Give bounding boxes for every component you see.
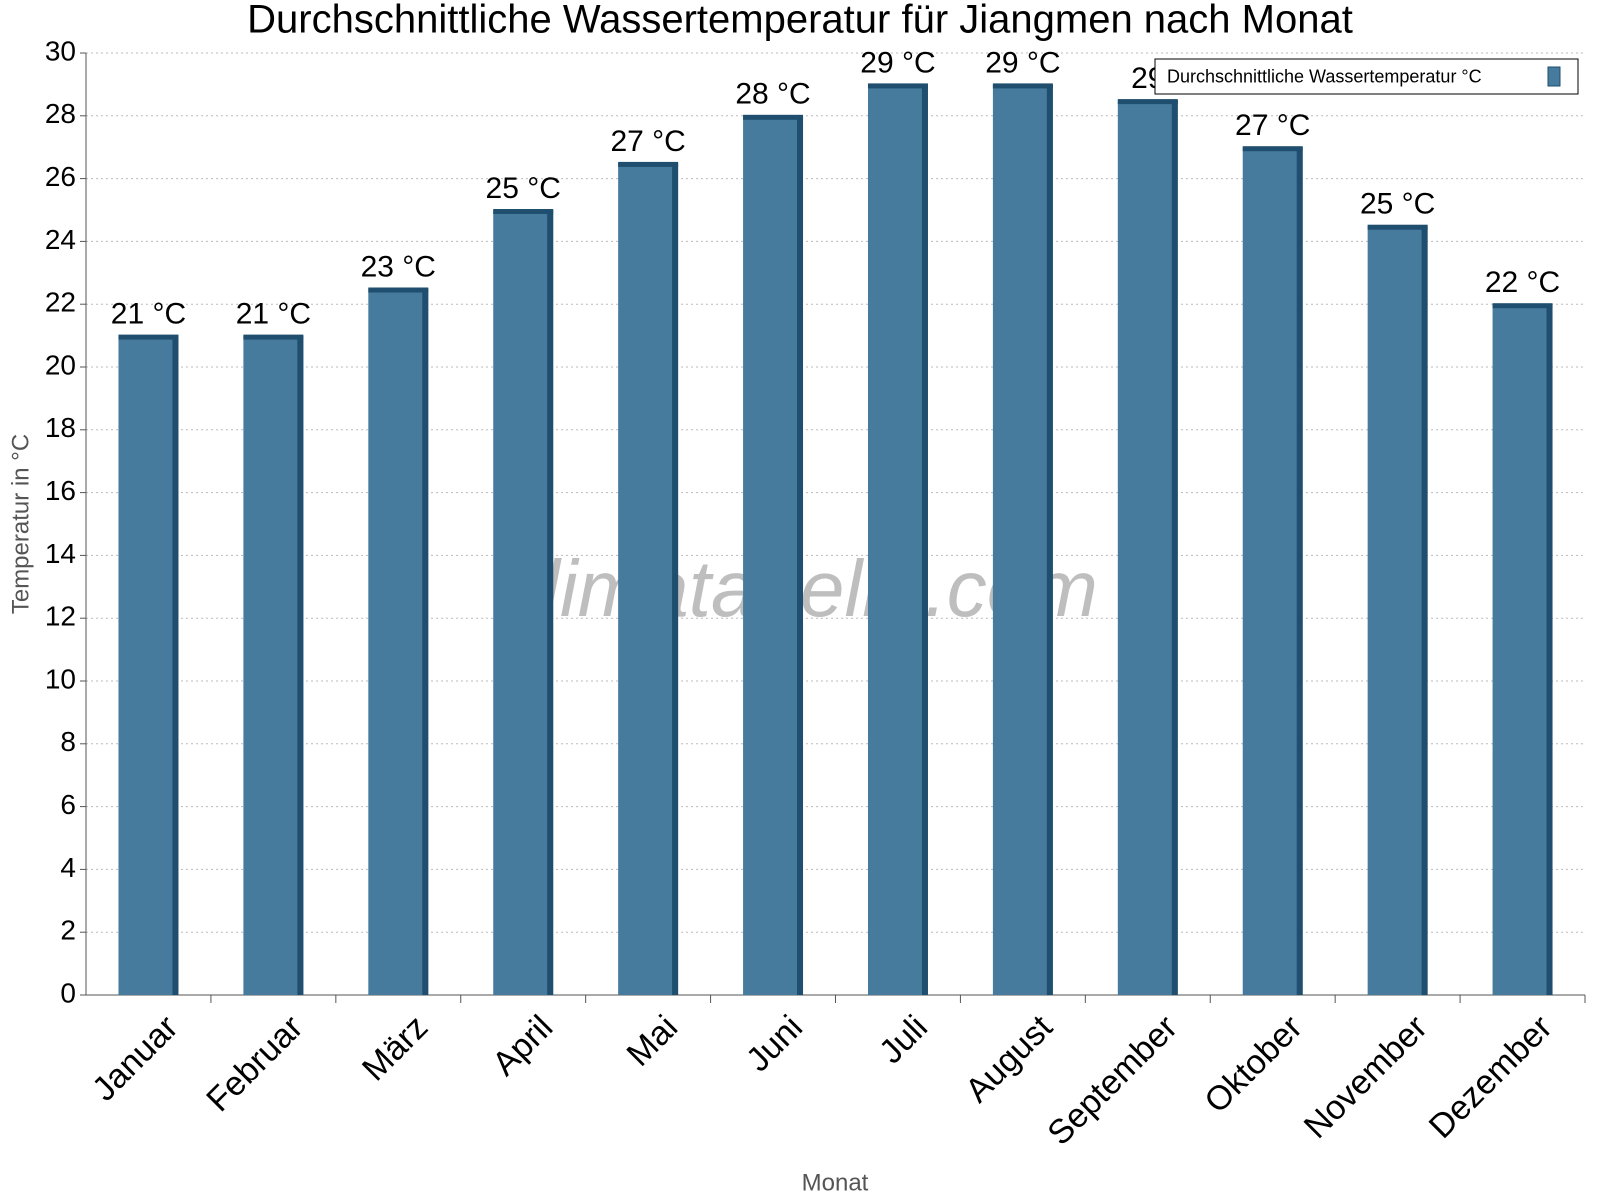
bar-shade (992, 83, 1053, 89)
x-tick-label: Oktober (1197, 1008, 1309, 1120)
bar-shade (672, 162, 679, 995)
value-label: 27 °C (1235, 109, 1310, 142)
bar (118, 335, 179, 996)
bar-shade (243, 334, 304, 340)
bar (1367, 225, 1428, 995)
y-tick-label: 0 (60, 977, 76, 1008)
bar-shade (422, 288, 429, 995)
bar-shade (743, 114, 804, 120)
bar-shade (1492, 303, 1553, 309)
bar (493, 210, 554, 995)
bar-shade (493, 209, 554, 214)
value-label: 23 °C (361, 250, 436, 283)
bar-shade (1367, 224, 1428, 230)
value-label: 28 °C (735, 78, 810, 111)
value-label: 25 °C (1360, 188, 1435, 221)
bar-shade (172, 335, 179, 996)
y-tick-label: 6 (60, 789, 76, 820)
y-tick-label: 28 (45, 98, 76, 129)
bar-shade (297, 335, 304, 996)
value-label: 22 °C (1485, 266, 1560, 299)
bar (1117, 100, 1178, 996)
x-tick-label: September (1040, 1008, 1184, 1152)
x-tick-label: November (1297, 1008, 1435, 1146)
y-tick-label: 18 (45, 412, 76, 443)
value-label: 25 °C (486, 172, 561, 205)
bar (368, 288, 429, 995)
y-tick-label: 4 (60, 852, 76, 883)
y-tick-label: 26 (45, 161, 76, 192)
bar-shade (1296, 147, 1303, 995)
bar-shade (921, 84, 928, 995)
bar (243, 335, 304, 996)
bar (1492, 304, 1553, 995)
value-label: 29 °C (860, 46, 935, 79)
y-tick-label: 14 (45, 538, 76, 569)
value-label: 29 °C (985, 46, 1060, 79)
x-tick-label: März (355, 1008, 435, 1088)
value-label: 27 °C (610, 125, 685, 158)
bar-shade (1546, 304, 1553, 995)
y-tick-label: 10 (45, 663, 76, 694)
x-axis-label: Monat (802, 1169, 869, 1196)
bar (618, 162, 679, 995)
x-tick-label: Dezember (1422, 1008, 1560, 1146)
y-tick-label: 24 (45, 224, 76, 255)
bar-shade (547, 210, 554, 995)
bar-shade (618, 161, 679, 167)
y-tick-label: 16 (45, 475, 76, 506)
y-tick-label: 12 (45, 601, 76, 632)
value-label: 21 °C (236, 298, 311, 331)
x-tick-label: Februar (199, 1008, 310, 1119)
y-tick-label: 8 (60, 726, 76, 757)
bar (867, 84, 928, 995)
x-tick-label: Januar (85, 1008, 185, 1108)
bar-shade (1046, 84, 1053, 995)
y-tick-label: 20 (45, 349, 76, 380)
y-axis-label: Temperatur in °C (7, 434, 34, 614)
bar (1242, 147, 1303, 995)
chart-title: Durchschnittliche Wassertemperatur für J… (247, 0, 1353, 42)
x-tick-label: August (958, 1008, 1060, 1110)
x-tick-label: Juli (872, 1008, 935, 1071)
legend-label: Durchschnittliche Wassertemperatur °C (1167, 66, 1482, 86)
x-tick-label: Mai (620, 1008, 686, 1074)
bar (743, 115, 804, 996)
y-tick-label: 2 (60, 915, 76, 946)
y-tick-label: 22 (45, 287, 76, 318)
bar-shade (867, 83, 928, 89)
bar-shade (1117, 99, 1178, 105)
bar-shade (1242, 146, 1303, 152)
bar-shade (1171, 100, 1178, 996)
bar-shade (1421, 225, 1428, 995)
bar-shade (368, 287, 429, 293)
bar-shade (797, 115, 804, 996)
x-tick-label: April (485, 1008, 560, 1083)
bar-shade (118, 334, 179, 340)
value-label: 21 °C (111, 298, 186, 331)
x-tick-label: Juni (739, 1008, 810, 1079)
y-tick-label: 30 (45, 35, 76, 66)
legend-swatch (1547, 66, 1561, 87)
legend-box (1154, 58, 1579, 95)
bar (992, 84, 1053, 995)
